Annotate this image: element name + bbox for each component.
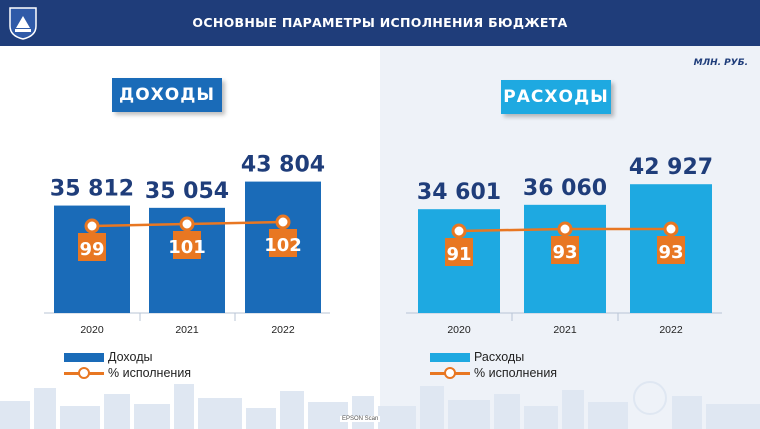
expense-chart-title: РАСХОДЫ [501,80,611,114]
expense-pct-point [663,221,679,237]
income-pct-point [275,214,291,230]
scan-watermark: EPSON Scan [340,416,381,422]
expense-pct-badge [551,236,579,264]
expense-value-label: 36 060 [523,176,607,201]
income-value-label: 35 054 [145,179,229,204]
income-pct-badge [173,231,201,259]
income-legend: Доходы % исполнения [64,349,191,381]
header-bar [0,0,760,46]
income-value-label: 35 812 [50,177,134,202]
expense-pct-badge [657,236,685,264]
expense-pct-badge [445,238,473,266]
expense-legend-swatch [430,352,470,362]
income-x-tick-label: 2022 [271,324,295,336]
page-title: ОСНОВНЫЕ ПАРАМЕТРЫ ИСПОЛНЕНИЯ БЮДЖЕТА [192,15,568,30]
expense-pct-label: 91 [446,244,471,265]
city-skyline-decoration [0,381,760,429]
expense-pct-label: 93 [658,242,683,263]
expense-x-tick-label: 2020 [447,324,471,336]
income-legend-line-key [64,367,104,379]
expense-pct-point [557,221,573,237]
income-value-label: 43 804 [241,153,325,178]
income-pct-badge [269,229,297,257]
income-legend-swatch [64,352,104,362]
income-legend-bars: Доходы [108,350,153,364]
income-x-tick-label: 2020 [80,324,104,336]
expense-legend-bars: Расходы [474,350,525,364]
income-pct-point [179,216,195,232]
income-chart-title: ДОХОДЫ [112,78,222,112]
income-legend-line: % исполнения [108,366,192,380]
expense-x-tick-label: 2021 [553,324,577,336]
expense-pct-label: 93 [552,242,577,263]
expense-value-label: 42 927 [629,155,713,180]
expense-x-tick-label: 2022 [659,324,683,336]
income-pct-label: 101 [168,237,206,258]
city-emblem-icon [9,7,37,40]
income-pct-badge [78,233,106,261]
expense-legend-line: % исполнения [474,366,558,380]
expense-legend-line-key [430,367,470,379]
income-pct-label: 102 [264,235,302,256]
units-label: МЛН. РУБ. [693,58,748,68]
income-x-tick-label: 2021 [175,324,199,336]
expense-legend: Расходы % исполнения [430,349,557,381]
expense-value-label: 34 601 [417,180,501,205]
income-pct-point [84,218,100,234]
expense-pct-point [451,223,467,239]
income-pct-label: 99 [79,239,104,260]
